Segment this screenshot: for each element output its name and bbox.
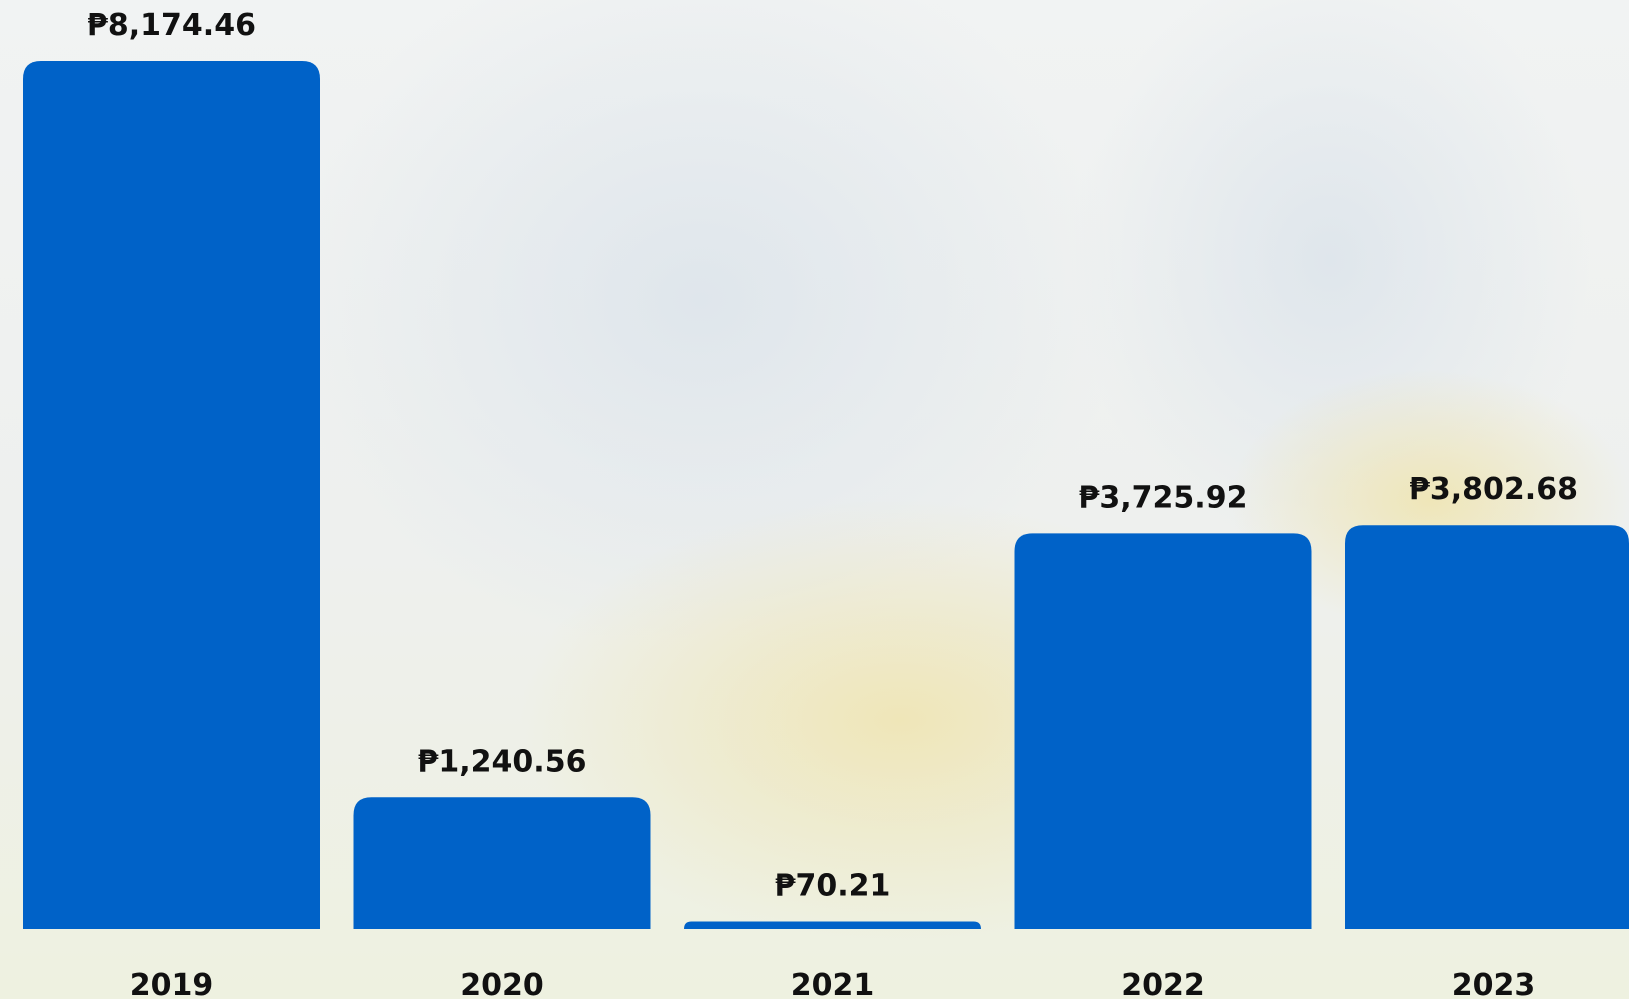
x-tick-label: 2022: [1121, 968, 1205, 999]
value-label: ₱3,725.92: [1079, 480, 1248, 515]
x-tick-label: 2021: [791, 968, 875, 999]
value-label: ₱1,240.56: [418, 744, 587, 779]
background-photo: [280, 0, 1120, 660]
bar: [353, 797, 651, 929]
x-tick-label: 2020: [460, 968, 544, 999]
bar: [1014, 533, 1312, 929]
bar: [1345, 525, 1629, 929]
value-label: ₱3,802.68: [1409, 472, 1578, 507]
value-label: ₱70.21: [775, 869, 891, 904]
x-tick-label: 2019: [130, 968, 214, 999]
value-label: ₱8,174.46: [87, 8, 256, 43]
bar: [23, 61, 320, 929]
bar: [684, 921, 981, 929]
x-tick-label: 2023: [1452, 968, 1536, 999]
